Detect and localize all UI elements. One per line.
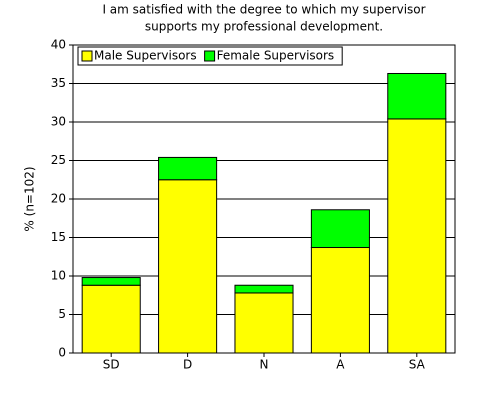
bar-segment bbox=[310, 247, 370, 354]
y-tick-label: 0 bbox=[58, 346, 66, 360]
y-tick-label: 20 bbox=[51, 192, 66, 206]
y-tick-label: 5 bbox=[58, 307, 66, 321]
chart-title: I am satisfied with the degree to which … bbox=[102, 3, 425, 17]
bar-segment bbox=[387, 72, 447, 120]
x-tick-label: A bbox=[336, 358, 345, 372]
y-tick-label: 40 bbox=[51, 38, 66, 52]
legend-swatch bbox=[204, 50, 216, 62]
x-tick-label: D bbox=[183, 358, 192, 372]
y-tick-label: 10 bbox=[51, 269, 66, 283]
bar-segment bbox=[387, 118, 447, 354]
legend-swatch bbox=[81, 50, 93, 62]
legend-label: Female Supervisors bbox=[217, 49, 335, 63]
bar-segment bbox=[81, 277, 141, 286]
x-tick-label: N bbox=[260, 358, 269, 372]
y-tick-label: 30 bbox=[51, 115, 66, 129]
legend-label: Male Supervisors bbox=[94, 49, 197, 63]
plot-frame bbox=[72, 44, 456, 354]
x-tick-label: SD bbox=[103, 358, 120, 372]
bar-segment bbox=[81, 284, 141, 354]
bar-segment bbox=[310, 209, 370, 249]
y-tick-label: 35 bbox=[51, 76, 66, 90]
bar-segment bbox=[158, 179, 218, 354]
bar-segment bbox=[234, 284, 294, 294]
bar-segment bbox=[234, 292, 294, 354]
chart-title: supports my professional development. bbox=[145, 20, 383, 34]
x-tick-label: SA bbox=[409, 358, 426, 372]
y-tick-label: 25 bbox=[51, 153, 66, 167]
y-axis-label: % (n=102) bbox=[23, 166, 37, 231]
bar-segment bbox=[158, 156, 218, 181]
y-tick-label: 15 bbox=[51, 230, 66, 244]
